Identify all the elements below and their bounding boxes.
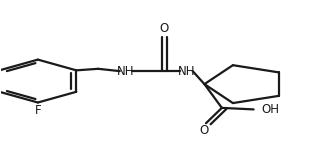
Text: OH: OH [261,103,279,116]
Text: NH: NH [117,65,135,78]
Text: NH: NH [178,65,195,78]
Text: O: O [200,124,209,137]
Text: F: F [35,104,41,117]
Text: O: O [160,22,169,35]
